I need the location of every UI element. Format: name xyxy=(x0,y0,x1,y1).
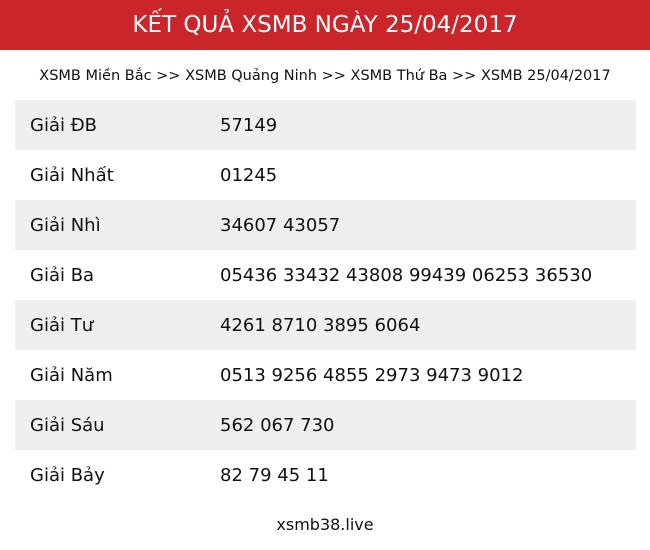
table-row: Giải Ba 05436 33432 43808 99439 06253 365… xyxy=(15,250,636,300)
prize-numbers: 01245 xyxy=(220,164,278,186)
prize-numbers: 05436 33432 43808 99439 06253 36530 xyxy=(220,264,593,286)
prize-numbers: 0513 9256 4855 2973 9473 9012 xyxy=(220,364,524,386)
prize-label: Giải Năm xyxy=(30,364,113,386)
prize-numbers: 57149 xyxy=(220,114,278,136)
header-title: KẾT QUẢ XSMB NGÀY 25/04/2017 xyxy=(0,0,650,50)
prize-numbers: 4261 8710 3895 6064 xyxy=(220,314,421,336)
table-row: Giải Năm 0513 9256 4855 2973 9473 9012 xyxy=(15,350,636,400)
prize-label: Giải Nhì xyxy=(30,214,101,236)
table-row: Giải Nhì 34607 43057 xyxy=(15,200,636,250)
table-row: Giải ĐB 57149 xyxy=(15,100,636,150)
prize-label: Giải Nhất xyxy=(30,164,114,186)
table-row: Giải Nhất 01245 xyxy=(15,150,636,200)
prize-label: Giải ĐB xyxy=(30,114,97,136)
breadcrumb[interactable]: XSMB Miền Bắc >> XSMB Quảng Ninh >> XSMB… xyxy=(39,68,611,84)
prize-label: Giải Bảy xyxy=(30,464,105,486)
prize-numbers: 562 067 730 xyxy=(220,414,335,436)
results-table: Giải ĐB 57149 Giải Nhất 01245 Giải Nhì 34607 … xyxy=(15,100,636,500)
prize-label: Giải Ba xyxy=(30,264,95,286)
prize-numbers: 34607 43057 xyxy=(220,214,341,236)
prize-label: Giải Tư xyxy=(30,314,94,336)
table-row: Giải Tư 4261 8710 3895 6064 xyxy=(15,300,636,350)
footer[interactable]: xsmb38.live xyxy=(276,515,374,534)
prize-numbers: 82 79 45 11 xyxy=(220,464,329,486)
table-row: Giải Sáu 562 067 730 xyxy=(15,400,636,450)
table-row: Giải Bảy 82 79 45 11 xyxy=(15,450,636,500)
prize-label: Giải Sáu xyxy=(30,414,105,436)
